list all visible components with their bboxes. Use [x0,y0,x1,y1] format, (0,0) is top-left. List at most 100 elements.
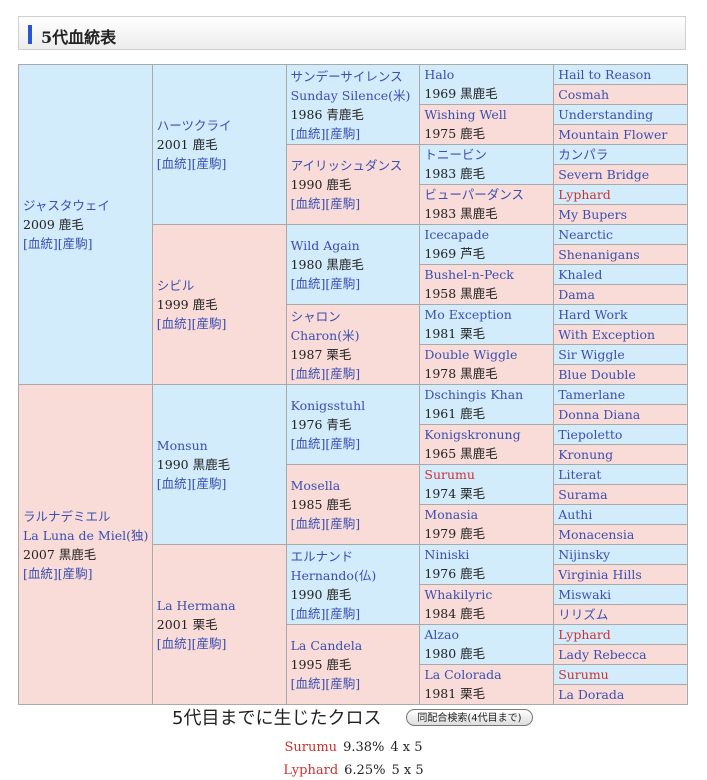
offspring-link[interactable]: [産駒] [325,516,361,531]
horse-name-link[interactable]: Dschingis Khan [424,387,524,402]
horse-name-link[interactable]: Kronung [558,447,614,462]
horse-name-link[interactable]: Virginia Hills [558,567,642,582]
horse-name-link[interactable]: Blue Double [558,367,636,382]
horse-name-link[interactable]: Surama [558,487,608,502]
horse-name-link[interactable]: Mountain Flower [558,127,668,142]
horse-name-link[interactable]: Surumu [558,667,609,682]
horse-name-link[interactable]: Alzao [424,627,459,642]
pedigree-link[interactable]: [血統] [290,516,326,531]
horse-name-link[interactable]: Halo [424,67,455,82]
offspring-link[interactable]: [産駒] [325,436,361,451]
pedigree-link[interactable]: [血統] [290,276,326,291]
horse-name-link[interactable]: La Dorada [558,687,625,702]
horse-name-link[interactable]: Konigsstuhl [290,398,366,413]
horse-name-link[interactable]: シビル [156,278,195,293]
horse-name-link[interactable]: Wishing Well [424,107,507,122]
offspring-link[interactable]: [産駒] [191,476,227,491]
offspring-link[interactable]: [産駒] [325,276,361,291]
horse-name-link[interactable]: Tamerlane [558,387,626,402]
offspring-link[interactable]: [産駒] [325,365,361,381]
horse-name-link[interactable]: With Exception [558,327,656,342]
horse-name-link[interactable]: サンデーサイレンス [290,68,403,84]
pedigree-link[interactable]: [血統] [156,636,192,651]
horse-name-link[interactable]: ジャスタウェイ [23,198,110,213]
horse-name-link[interactable]: Nearctic [558,227,613,242]
horse-name-link[interactable]: Sunday Silence(米) [290,87,411,103]
horse-name-link[interactable]: アイリッシュダンス [290,158,403,173]
horse-name-link[interactable]: My Bupers [558,207,628,222]
pedigree-link[interactable]: [血統] [290,605,326,621]
horse-name-link[interactable]: Double Wiggle [424,347,518,362]
horse-name-link[interactable]: La Hermana [156,598,236,613]
horse-name-link[interactable]: Surumu [424,467,475,482]
same-mating-search-button[interactable]: 同配合検索(4代目まで) [406,709,533,726]
horse-name-link[interactable]: Hernando(仏) [290,567,377,583]
horse-name-link[interactable]: Mo Exception [424,307,512,322]
pedigree-link[interactable]: [血統] [156,476,192,491]
horse-name-link[interactable]: Understanding [558,107,654,122]
horse-name-link[interactable]: La Luna de Miel(独) [23,527,149,543]
horse-name-link[interactable]: Miswaki [558,587,612,602]
horse-name-link[interactable]: Konigskronung [424,427,521,442]
horse-name-link[interactable]: Bushel-n-Peck [424,267,514,282]
horse-name-link[interactable]: Severn Bridge [558,167,650,182]
horse-name-link[interactable]: トニービン [424,147,487,162]
cross-horse-link[interactable]: Lyphard [283,763,339,778]
horse-name-link[interactable]: Lyphard [558,187,611,202]
offspring-link[interactable]: [産駒] [325,605,361,621]
horse-name-link[interactable]: Cosmah [558,87,610,102]
horse-name-link[interactable]: ハーツクライ [156,118,232,133]
horse-name-link[interactable]: Hail to Reason [558,67,652,82]
horse-name-link[interactable]: シャロン [290,308,341,324]
offspring-link[interactable]: [産駒] [325,125,361,141]
pedigree-link[interactable]: [血統] [23,236,58,251]
horse-name-link[interactable]: La Candela [290,638,363,653]
section-header: 5代血統表 [18,16,686,50]
pedigree-link[interactable]: [血統] [290,125,326,141]
horse-name-link[interactable]: Tiepoletto [558,427,623,442]
horse-name-link[interactable]: Donna Diana [558,407,641,422]
horse-cell: Tamerlane [553,384,688,405]
horse-name-link[interactable]: Charon(米) [290,327,360,343]
horse-name-link[interactable]: Lady Rebecca [558,647,647,662]
horse-name-link[interactable]: Hard Work [558,307,628,322]
pedigree-link[interactable]: [血統] [290,365,326,381]
horse-name-link[interactable]: Khaled [558,267,603,282]
pedigree-link[interactable]: [血統] [290,676,326,691]
horse-name-link[interactable]: Authi [558,507,593,522]
horse-cell: アイリッシュダンス 1990 鹿毛 [血統][産駒] [285,144,421,225]
pedigree-link[interactable]: [血統] [156,316,192,331]
pedigree-link[interactable]: [血統] [23,565,58,581]
horse-name-link[interactable]: Literat [558,467,602,482]
horse-name-link[interactable]: カンパラ [558,147,609,162]
horse-name-link[interactable]: ラルナデミエル [23,508,111,524]
offspring-link[interactable]: [産駒] [57,565,93,581]
horse-name-link[interactable]: Mosella [290,478,341,493]
offspring-link[interactable]: [産駒] [57,236,93,251]
offspring-link[interactable]: [産駒] [191,156,227,171]
horse-name-link[interactable]: La Colorada [424,667,502,682]
horse-name-link[interactable]: Sir Wiggle [558,347,625,362]
horse-name-link[interactable]: Nijinsky [558,547,611,562]
horse-name-link[interactable]: ビューパーダンス [424,187,525,202]
pedigree-link[interactable]: [血統] [290,436,326,451]
horse-name-link[interactable]: Monsun [156,438,208,453]
offspring-link[interactable]: [産駒] [325,676,361,691]
offspring-link[interactable]: [産駒] [325,196,361,211]
horse-name-link[interactable]: Wild Again [290,238,360,253]
horse-name-link[interactable]: Icecapade [424,227,490,242]
horse-name-link[interactable]: Whakilyric [424,587,493,602]
horse-name-link[interactable]: Lyphard [558,627,611,642]
horse-name-link[interactable]: エルナンド [290,548,354,564]
pedigree-link[interactable]: [血統] [156,156,192,171]
horse-name-link[interactable]: Niniski [424,547,470,562]
offspring-link[interactable]: [産駒] [191,636,227,651]
horse-name-link[interactable]: Monasia [424,507,479,522]
horse-name-link[interactable]: リリズム [558,607,609,622]
pedigree-link[interactable]: [血統] [290,196,326,211]
horse-name-link[interactable]: Shenanigans [558,247,640,262]
cross-horse-link[interactable]: Surumu [284,740,338,755]
horse-name-link[interactable]: Monacensia [558,527,635,542]
horse-name-link[interactable]: Dama [558,287,595,302]
offspring-link[interactable]: [産駒] [191,316,227,331]
